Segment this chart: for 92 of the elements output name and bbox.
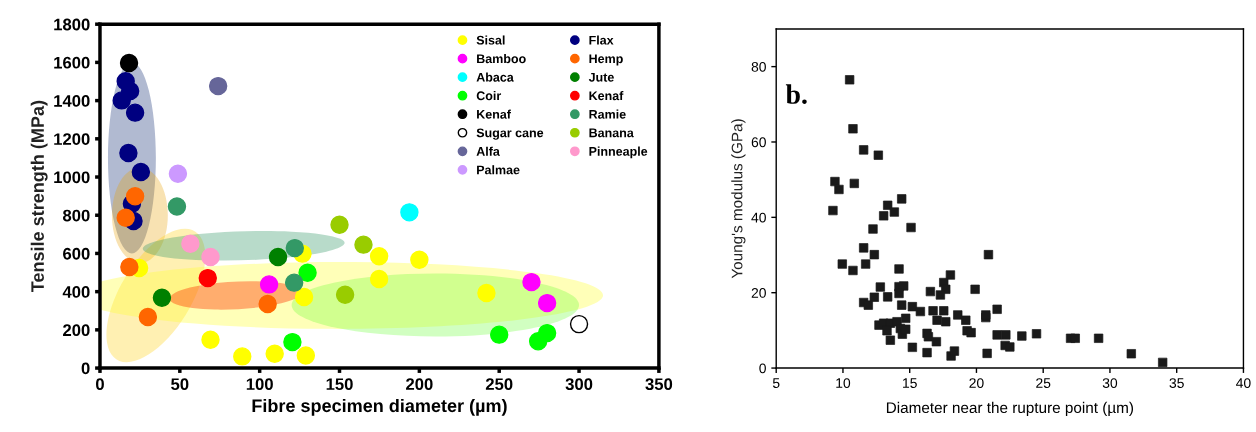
legend-label: Kenaf — [477, 109, 511, 119]
point — [119, 53, 139, 73]
point — [125, 103, 145, 122]
point — [116, 208, 135, 227]
point — [294, 287, 314, 307]
x-tick-label: 30 — [1102, 378, 1118, 388]
x-tick-label: 40 — [1236, 378, 1251, 388]
x-tick-label: 200 — [406, 378, 433, 391]
y-tick-label: 400 — [62, 286, 90, 298]
point — [537, 293, 557, 313]
x-tick-label: 10 — [836, 378, 851, 388]
point — [201, 247, 220, 267]
point — [125, 187, 145, 206]
point — [259, 275, 279, 294]
point — [119, 143, 138, 163]
point — [369, 247, 389, 266]
legend-label: Sugar cane — [476, 128, 544, 140]
legend-label: Coir — [476, 91, 502, 101]
point — [120, 257, 139, 277]
y-tick-label: 60 — [751, 137, 766, 148]
point — [198, 268, 217, 288]
x-tick-label: 100 — [246, 378, 273, 391]
point — [258, 294, 277, 314]
y-tick-label: 20 — [751, 288, 766, 298]
y-tick-label: 40 — [751, 212, 766, 223]
point — [265, 344, 284, 363]
point — [112, 91, 131, 110]
y-tick-label: 0 — [759, 363, 766, 374]
legend-label: Kenaf — [589, 91, 624, 101]
point — [268, 247, 288, 267]
point — [167, 197, 187, 216]
y-tick-label: 800 — [62, 209, 90, 222]
point — [208, 76, 228, 96]
x-tick-label: 0 — [96, 378, 104, 391]
point — [335, 285, 355, 304]
x-tick-label: 150 — [326, 378, 353, 391]
point — [537, 323, 557, 343]
point — [410, 250, 429, 269]
point — [201, 330, 220, 349]
x-tick-label: 350 — [645, 378, 673, 391]
legend-label: Abaca — [476, 72, 514, 82]
legend-label: Hemp — [589, 54, 623, 66]
point — [354, 235, 373, 254]
x-tick-label: 300 — [565, 378, 593, 391]
legend-label: Alfa — [476, 146, 500, 156]
point — [168, 164, 188, 183]
legend-label: Pinneaple — [589, 146, 648, 159]
x-axis-title: Fibre specimen diameter (µm) — [252, 398, 507, 416]
y-axis-title: Tensile strength (MPa) — [30, 100, 48, 293]
y-tick-label: 0 — [81, 362, 90, 375]
x-tick-label: 25 — [1036, 378, 1051, 388]
point — [181, 234, 200, 253]
point — [569, 314, 589, 334]
legend-label: Bamboo — [477, 53, 526, 64]
annotation: b. — [785, 84, 807, 104]
point — [477, 283, 496, 303]
point — [400, 203, 419, 222]
x-tick-label: 20 — [969, 378, 984, 388]
y-tick-label: 200 — [63, 324, 90, 337]
legend-label: Banana — [589, 128, 634, 138]
point — [522, 272, 541, 292]
x-tick-label: 15 — [903, 378, 917, 388]
legend-label: Jute — [588, 72, 614, 82]
y-tick-label: 600 — [63, 247, 90, 260]
x-tick-label: 35 — [1169, 378, 1184, 388]
y-tick-label: 1200 — [54, 133, 90, 146]
y-tick-label: 80 — [751, 61, 766, 72]
y-tick-label: 1800 — [54, 18, 90, 31]
point — [298, 263, 317, 282]
point — [296, 346, 316, 365]
point — [131, 162, 151, 182]
point — [285, 238, 305, 258]
legend-label: Sisal — [476, 35, 505, 45]
y-axis-title: Young's modulus (GPa) — [731, 119, 746, 279]
y-tick-label: 1600 — [54, 56, 90, 69]
point — [330, 215, 349, 234]
point — [369, 269, 389, 289]
point — [138, 307, 158, 327]
legend-label: Ramie — [589, 109, 626, 119]
point — [283, 332, 302, 352]
x-tick-label: 5 — [772, 378, 780, 388]
point — [152, 288, 172, 307]
point — [490, 325, 509, 344]
y-tick-label: 1000 — [54, 171, 90, 184]
legend-label: Flax — [589, 35, 614, 45]
x-tick-label: 50 — [171, 378, 189, 391]
x-tick-label: 250 — [485, 378, 513, 391]
legend-label: Palmae — [477, 165, 520, 175]
point — [284, 273, 304, 292]
x-axis-title: Diameter near the rupture point (µm) — [886, 401, 1134, 417]
y-tick-label: 1400 — [54, 95, 90, 107]
point — [233, 347, 252, 366]
